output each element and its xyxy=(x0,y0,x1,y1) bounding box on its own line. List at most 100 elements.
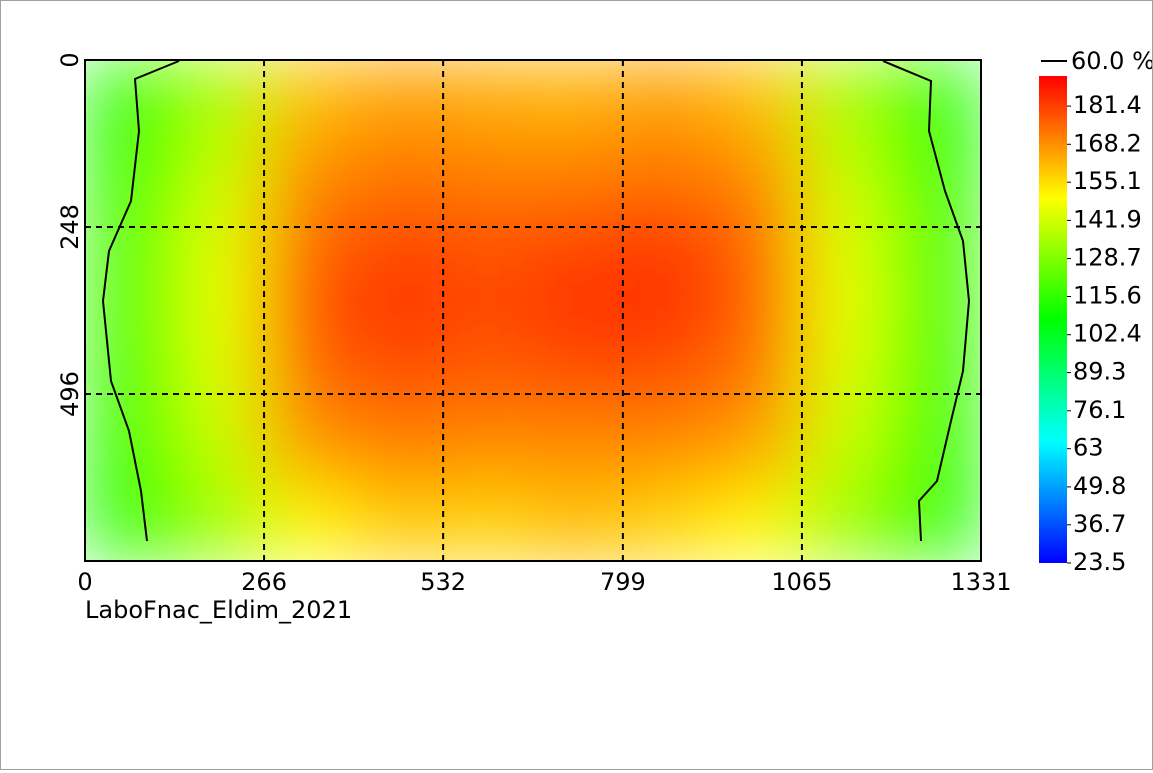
contour-line xyxy=(101,60,180,542)
heatmap-cell xyxy=(890,60,981,133)
heatmap-cell xyxy=(442,131,534,204)
x-tick-label: 1065 xyxy=(771,568,832,596)
heatmap-cell xyxy=(85,274,176,347)
heatmap-cell xyxy=(801,274,892,347)
heatmap-cell xyxy=(174,60,265,133)
heatmap-cell xyxy=(532,131,624,204)
colorbar-tick-label: 141.9 xyxy=(1073,205,1142,233)
colorbar xyxy=(1039,76,1067,563)
heatmap-cell xyxy=(532,202,624,276)
heatmap-cell xyxy=(711,131,803,204)
heatmap-cell xyxy=(890,488,981,561)
colorbar-tick-label: 155.1 xyxy=(1073,167,1142,195)
heatmap-cell xyxy=(353,345,444,419)
heatmap-cell xyxy=(801,488,892,561)
heatmap-cell xyxy=(532,274,624,347)
x-tick-label: 799 xyxy=(600,568,646,596)
heatmap-cell xyxy=(890,202,981,276)
heatmap-cell xyxy=(442,202,534,276)
heatmap-cell xyxy=(353,417,444,490)
x-tick-label: 0 xyxy=(77,568,92,596)
heatmap-cell xyxy=(174,417,265,490)
contour-legend-label: 60.0 % xyxy=(1071,47,1152,75)
heatmap-cell xyxy=(353,488,444,561)
heatmap-cell xyxy=(174,345,265,419)
heatmap-cell xyxy=(622,417,713,490)
plot-frame xyxy=(84,59,982,562)
colorbar-tick-label: 63 xyxy=(1073,434,1104,462)
heatmap-cell xyxy=(85,417,176,490)
footer: LaboFnac_Eldim_2021 xyxy=(85,596,352,624)
heatmap-cell xyxy=(711,60,803,133)
heatmap-cell xyxy=(174,274,265,347)
heatmap-cell xyxy=(622,345,713,419)
heatmap-cell xyxy=(263,131,355,204)
heatmap-cell xyxy=(801,60,892,133)
heatmap-cell xyxy=(85,60,176,133)
heatmap-cell xyxy=(890,131,981,204)
heatmap-cell xyxy=(622,60,713,133)
colorbar-tick-label: 115.6 xyxy=(1073,281,1142,309)
heatmap-cell xyxy=(353,131,444,204)
heatmap-cell xyxy=(174,488,265,561)
colorbar-tick-label: 36.7 xyxy=(1073,510,1126,538)
heatmap-cell xyxy=(442,274,534,347)
heatmap-cell xyxy=(442,345,534,419)
heatmap-cell xyxy=(532,417,624,490)
heatmap-cell xyxy=(263,202,355,276)
x-tick-label: 1331 xyxy=(950,568,1011,596)
heatmap-cell xyxy=(801,345,892,419)
heatmap-cells xyxy=(85,60,981,561)
heatmap-cell xyxy=(85,488,176,561)
colorbar-tick-label: 181.4 xyxy=(1073,91,1142,119)
heatmap-cell xyxy=(801,202,892,276)
heatmap-cell xyxy=(442,488,534,561)
heatmap-cell xyxy=(801,417,892,490)
y-tick-label: 248 xyxy=(56,204,84,250)
heatmap-cell xyxy=(801,131,892,204)
heatmap-cell xyxy=(711,274,803,347)
heatmap-cell xyxy=(622,202,713,276)
heatmap-cell xyxy=(85,345,176,419)
heatmap-cell xyxy=(442,60,534,133)
heatmap-cell xyxy=(711,202,803,276)
heatmap-cell xyxy=(890,417,981,490)
heatmap-cell xyxy=(263,345,355,419)
heatmap-area xyxy=(85,60,981,561)
heatmap-cell xyxy=(85,131,176,204)
heatmap-cell xyxy=(263,60,355,133)
heatmap-cell xyxy=(353,202,444,276)
heatmap-cell xyxy=(174,202,265,276)
colorbar-tick-label: 102.4 xyxy=(1073,320,1142,348)
heatmap-cell xyxy=(174,131,265,204)
y-tick-label: 0 xyxy=(56,52,84,67)
colorbar-tick-label: 49.8 xyxy=(1073,472,1126,500)
x-tick-label: 532 xyxy=(420,568,466,596)
heatmap-cell xyxy=(85,202,176,276)
heatmap-cell xyxy=(263,274,355,347)
heatmap-cell xyxy=(532,488,624,561)
colorbar-tick-label: 76.1 xyxy=(1073,396,1126,424)
heatmap-cell xyxy=(263,417,355,490)
x-tick-label: 266 xyxy=(241,568,287,596)
heatmap-cell xyxy=(353,60,444,133)
heatmap-cell xyxy=(532,60,624,133)
colorbar-tick-label: 23.5 xyxy=(1073,548,1126,576)
colorbar-tick-label: 128.7 xyxy=(1073,244,1142,272)
heatmap-cell xyxy=(442,417,534,490)
heatmap-cell xyxy=(890,345,981,419)
colorbar-tick-label: 168.2 xyxy=(1073,129,1142,157)
colorbar-tick-label: 89.3 xyxy=(1073,358,1126,386)
heatmap-cell xyxy=(532,345,624,419)
heatmap-cell xyxy=(711,417,803,490)
heatmap-cell xyxy=(711,345,803,419)
heatmap-cell xyxy=(711,488,803,561)
heatmap-cell xyxy=(263,488,355,561)
heatmap-cell xyxy=(353,274,444,347)
heatmap-cell xyxy=(622,488,713,561)
y-tick-label: 496 xyxy=(56,371,84,417)
contour-line xyxy=(882,60,971,542)
heatmap-cell xyxy=(622,131,713,204)
